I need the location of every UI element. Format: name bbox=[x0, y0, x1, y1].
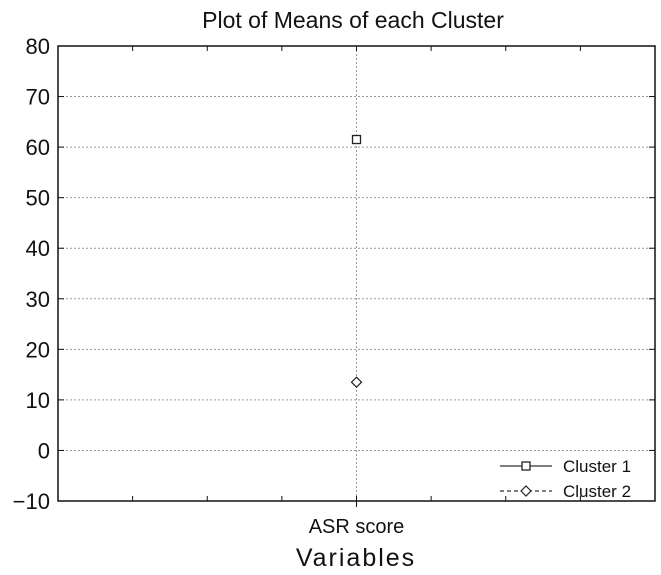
legend-entry: Cluster 2 bbox=[500, 482, 631, 501]
y-tick-label: −10 bbox=[13, 489, 50, 514]
legend: Cluster 1 Cluster 2 bbox=[500, 457, 631, 501]
legend-marker bbox=[520, 485, 532, 497]
y-tick-label: 50 bbox=[26, 186, 50, 211]
point-cluster-2 bbox=[350, 376, 363, 389]
x-axis: ASR score bbox=[132, 46, 581, 538]
legend-entry: Cluster 1 bbox=[500, 457, 631, 476]
grid-lines bbox=[58, 46, 655, 501]
y-tick-label: 80 bbox=[26, 34, 50, 59]
y-tick-label: 40 bbox=[26, 236, 50, 261]
legend-marker bbox=[521, 461, 531, 471]
data-points bbox=[350, 134, 363, 389]
y-tick-label: 70 bbox=[26, 85, 50, 110]
legend-label: Cluster 2 bbox=[563, 482, 631, 501]
y-tick-label: 60 bbox=[26, 135, 50, 160]
legend-label: Cluster 1 bbox=[563, 457, 631, 476]
x-axis-label: Variables bbox=[296, 544, 416, 572]
x-tick-label: ASR score bbox=[309, 516, 405, 538]
y-tick-label: 30 bbox=[26, 287, 50, 312]
y-tick-label: 20 bbox=[26, 337, 50, 362]
point-cluster-1 bbox=[351, 134, 362, 145]
y-axis: 80 70 60 50 40 30 20 10 0 −10 bbox=[13, 34, 655, 514]
y-tick-label: 10 bbox=[26, 388, 50, 413]
chart-title: Plot of Means of each Cluster bbox=[202, 7, 504, 33]
y-tick-label: 0 bbox=[38, 438, 50, 463]
